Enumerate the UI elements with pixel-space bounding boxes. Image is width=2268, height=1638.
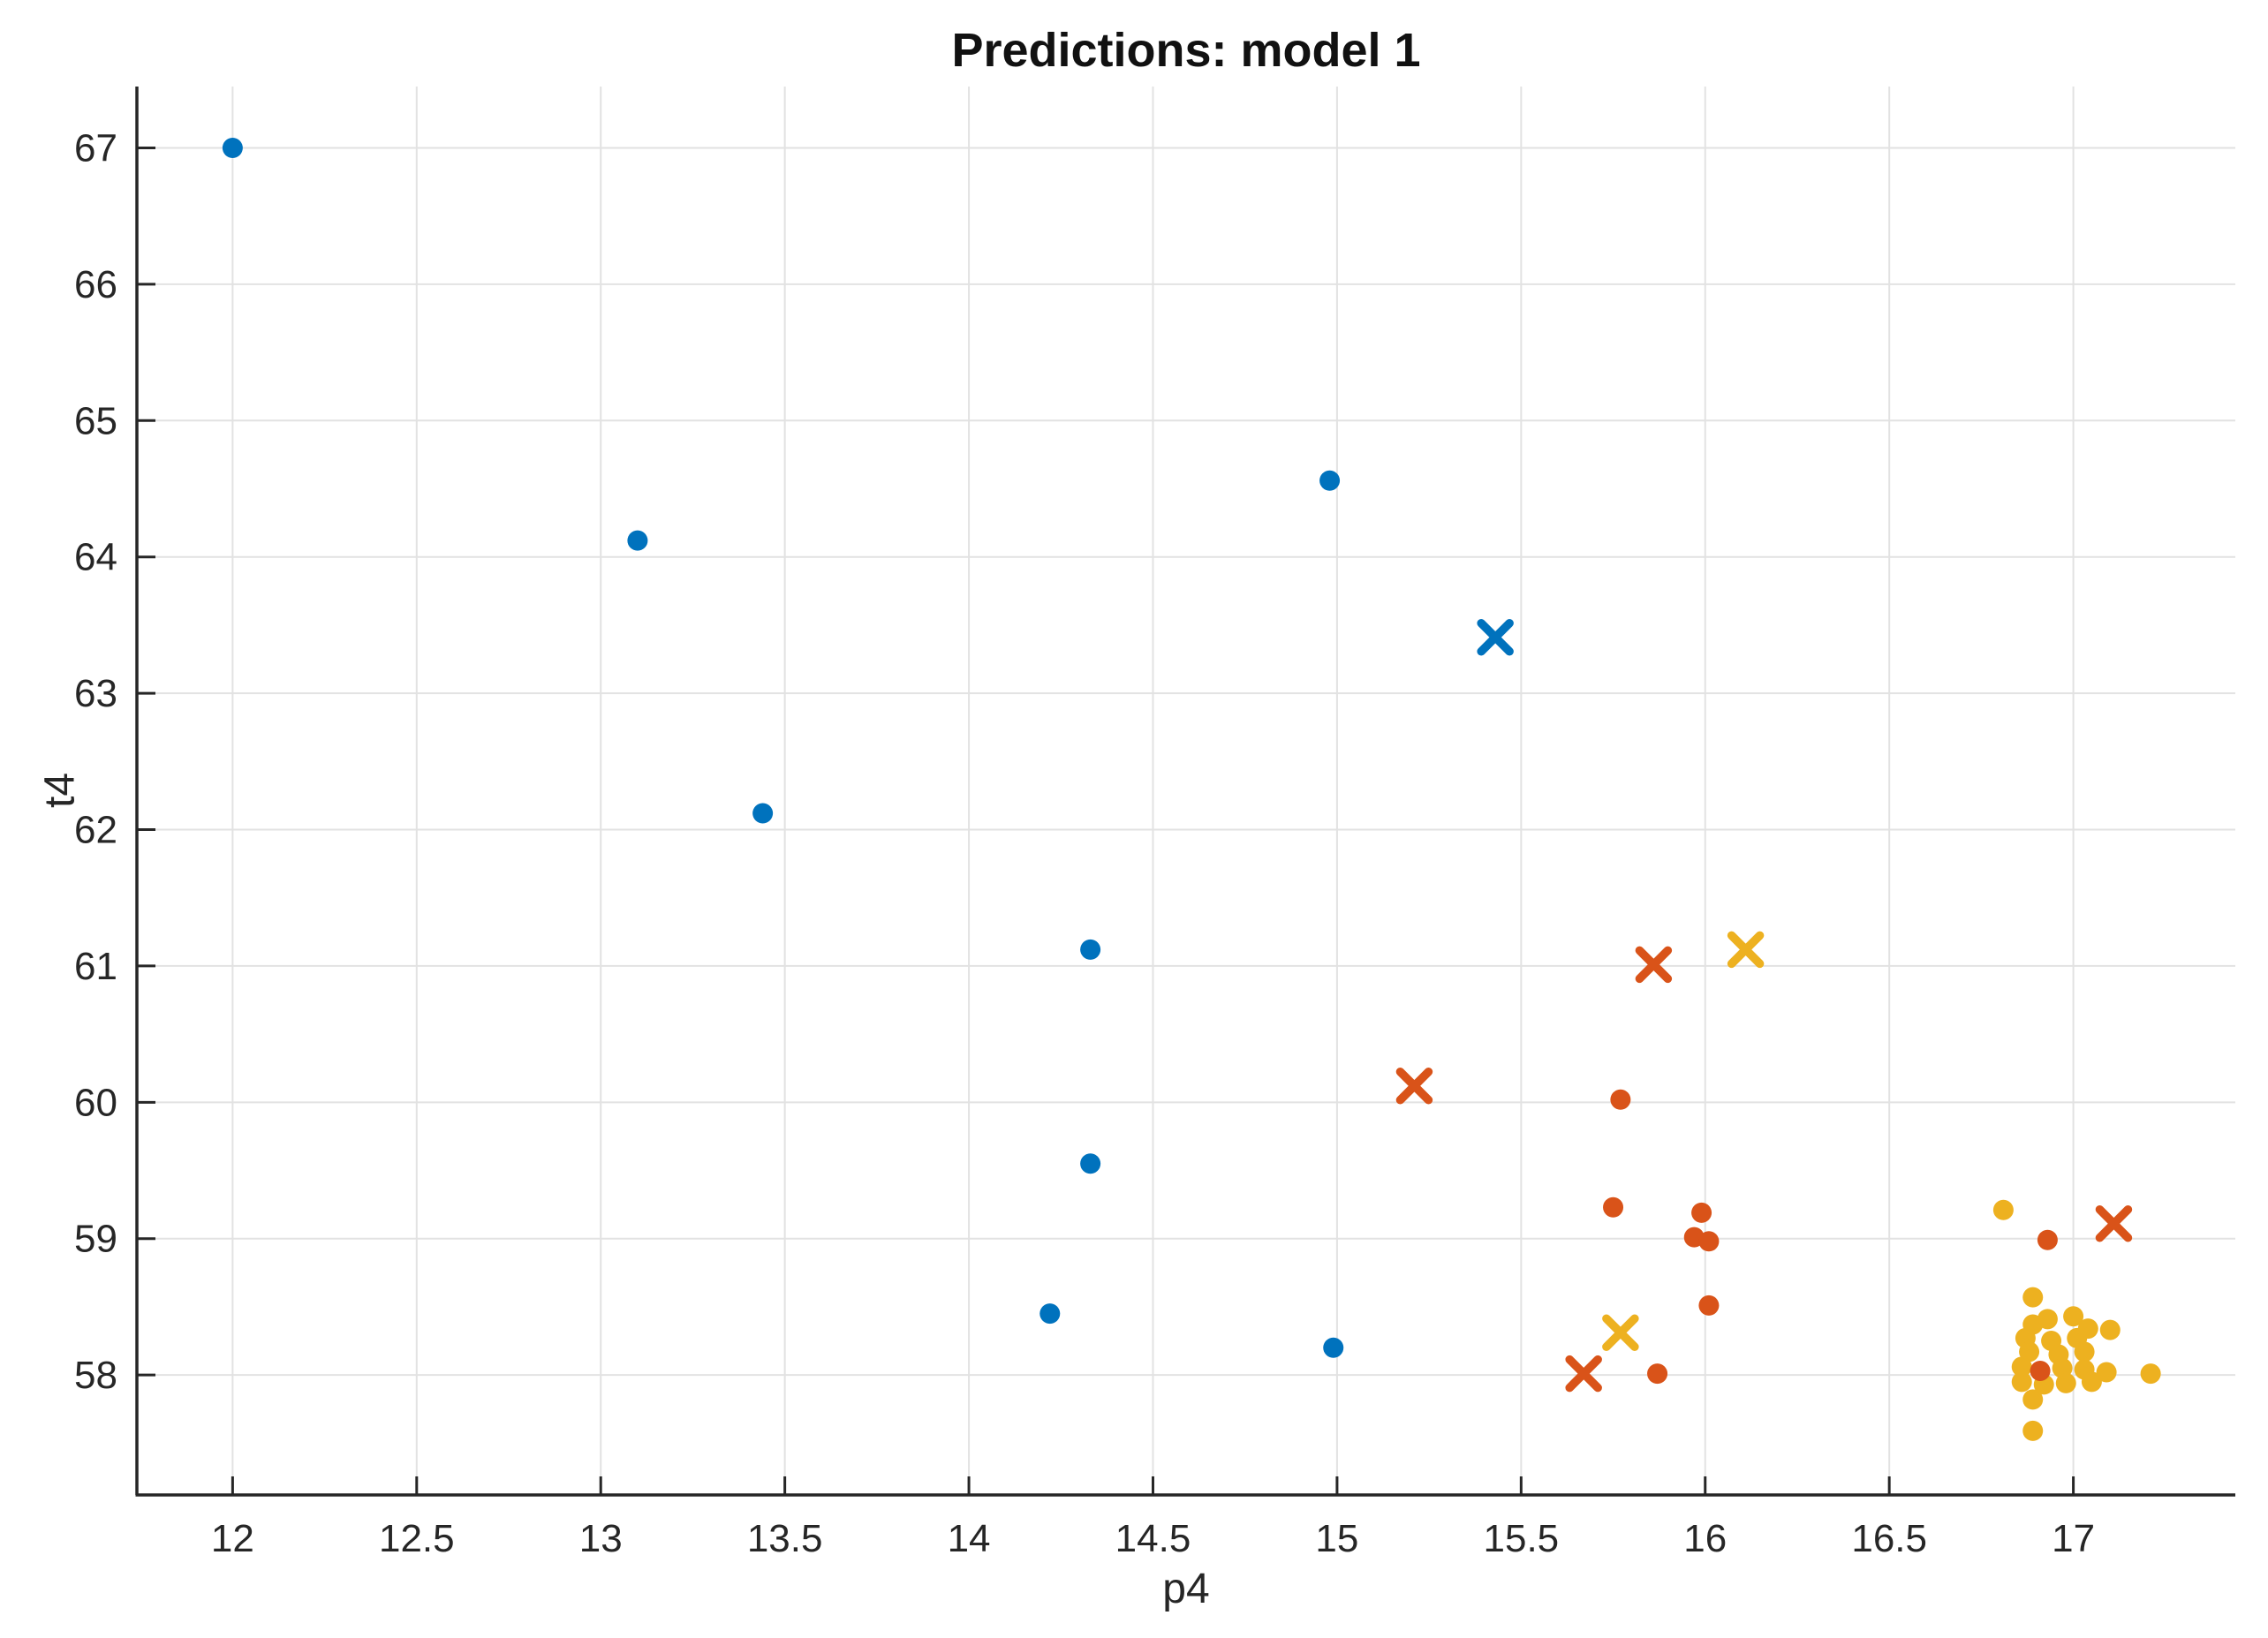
y-tick-label: 61	[74, 945, 117, 988]
data-point-circle	[2022, 1389, 2044, 1410]
x-tick-label: 13.5	[747, 1517, 823, 1560]
y-tick-label: 59	[74, 1218, 117, 1261]
data-point-circle	[222, 137, 243, 158]
data-point-circle	[1323, 1337, 1344, 1358]
data-point-x	[1727, 931, 1765, 969]
x-tick-label: 13	[579, 1517, 623, 1560]
data-point-circle	[2019, 1341, 2040, 1362]
data-point-circle	[2022, 1420, 2044, 1441]
data-point-circle	[1647, 1363, 1668, 1385]
data-point-circle	[1040, 1303, 1061, 1325]
y-tick-label: 67	[74, 126, 117, 170]
y-tick-label: 65	[74, 399, 117, 442]
y-tick-label: 58	[74, 1354, 117, 1397]
data-point-circle	[2011, 1371, 2032, 1393]
data-point-circle	[2037, 1229, 2058, 1250]
y-tick-label: 60	[74, 1081, 117, 1124]
data-point-x	[1477, 619, 1514, 656]
x-tick-label: 15	[1315, 1517, 1358, 1560]
x-tick-label: 12	[211, 1517, 254, 1560]
data-point-circle	[2030, 1360, 2051, 1381]
data-point-circle	[2022, 1287, 2044, 1308]
data-point-circle	[752, 803, 774, 824]
data-point-circle	[1080, 939, 1101, 960]
chart-title: Predictions: model 1	[951, 24, 1421, 77]
data-point-circle	[1698, 1231, 1720, 1252]
data-point-circle	[2011, 1356, 2032, 1378]
data-point-circle	[2140, 1363, 2161, 1385]
data-point-circle	[1698, 1295, 1720, 1316]
x-tick-label: 17	[2052, 1517, 2095, 1560]
y-axis-label: t4	[36, 772, 84, 809]
data-point-x	[1635, 946, 1673, 984]
data-point-x	[2095, 1204, 2133, 1242]
data-point-circle	[2081, 1371, 2102, 1393]
y-tick-label: 62	[74, 809, 117, 852]
y-tick-label: 66	[74, 263, 117, 306]
data-point-circle	[627, 530, 648, 551]
data-point-circle	[2037, 1309, 2058, 1330]
data-point-circle	[2055, 1372, 2076, 1393]
data-point-circle	[2074, 1341, 2095, 1362]
x-axis-label: p4	[1162, 1566, 1210, 1612]
y-tick-label: 63	[74, 672, 117, 715]
data-point-circle	[1992, 1199, 2014, 1220]
data-point-circle	[2096, 1362, 2117, 1383]
data-point-circle	[1319, 470, 1341, 491]
x-tick-label: 15.5	[1484, 1517, 1560, 1560]
data-point-circle	[1080, 1153, 1101, 1174]
data-point-x	[1602, 1314, 1639, 1352]
x-tick-label: 12.5	[379, 1517, 455, 1560]
x-tick-label: 16	[1683, 1517, 1727, 1560]
y-tick-label: 64	[74, 536, 117, 579]
data-point-circle	[1610, 1089, 1631, 1110]
data-point-circle	[1691, 1202, 1712, 1223]
data-point-circle	[1603, 1196, 1624, 1218]
x-tick-label: 16.5	[1851, 1517, 1927, 1560]
data-point-circle	[2063, 1306, 2084, 1327]
data-point-x	[1565, 1355, 1602, 1393]
x-tick-label: 14	[948, 1517, 991, 1560]
data-point-circle	[2099, 1319, 2121, 1340]
data-point-x	[1395, 1068, 1433, 1105]
x-tick-label: 14.5	[1115, 1517, 1191, 1560]
